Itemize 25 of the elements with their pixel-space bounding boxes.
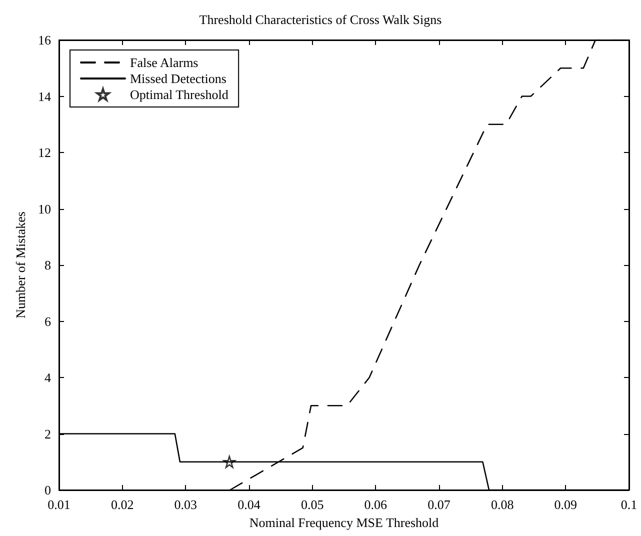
x-tick-label: 0.06 bbox=[364, 497, 388, 512]
x-tick-label: 0.1 bbox=[620, 497, 638, 512]
y-tick-label: 4 bbox=[44, 370, 52, 385]
x-tick-label: 0.02 bbox=[110, 497, 134, 512]
x-tick-label: 0.05 bbox=[300, 497, 324, 512]
x-tick-label: 0.01 bbox=[48, 497, 70, 512]
y-tick-label: 12 bbox=[38, 145, 51, 160]
x-tick-label: 0.03 bbox=[174, 497, 198, 512]
y-tick-label: 6 bbox=[44, 314, 52, 329]
x-axis-title: Nominal Frequency MSE Threshold bbox=[249, 514, 440, 530]
y-tick-label: 0 bbox=[44, 482, 51, 498]
x-tick-label: 0.07 bbox=[428, 497, 451, 512]
y-tick-label: 2 bbox=[44, 426, 51, 442]
x-tick-label: 0.08 bbox=[490, 497, 514, 512]
y-tick-label: 8 bbox=[44, 258, 51, 272]
legend-label: False Alarms bbox=[130, 55, 198, 70]
legend-label: Missed Detections bbox=[130, 71, 226, 86]
y-tick-label: 14 bbox=[38, 88, 52, 104]
legend-label: Optimal Threshold bbox=[130, 87, 229, 102]
chart-title: Threshold Characteristics of Cross Walk Signs bbox=[199, 12, 442, 27]
y-axis-title: Number of Mistakes bbox=[13, 212, 28, 318]
y-tick-label: 10 bbox=[38, 201, 51, 216]
y-tick-label: 16 bbox=[38, 32, 52, 48]
x-tick-label: 0.04 bbox=[238, 497, 261, 512]
x-tick-label: 0.09 bbox=[554, 497, 578, 512]
